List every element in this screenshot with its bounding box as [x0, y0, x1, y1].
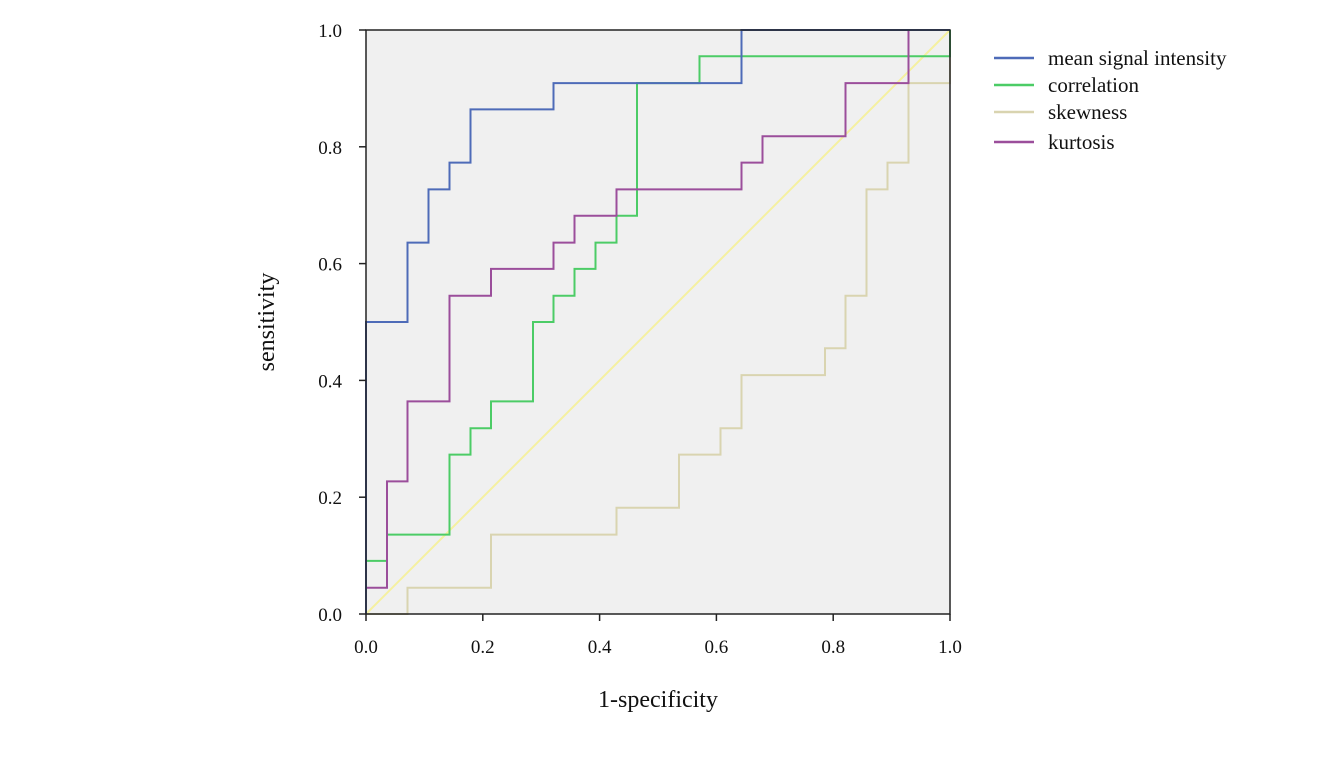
legend: mean signal intensity correlation skewness…	[994, 46, 1227, 154]
x-tick-label: 0.4	[588, 637, 612, 658]
plot-frame	[365, 29, 951, 615]
legend-label: kurtosis	[1048, 130, 1115, 154]
legend-item-mean-signal-intensity: mean signal intensity	[994, 46, 1227, 70]
legend-label: mean signal intensity	[1048, 46, 1227, 70]
x-axis-title: 1-specificity	[598, 687, 718, 713]
legend-item-correlation: correlation	[994, 73, 1139, 97]
x-tick-label: 1.0	[938, 637, 962, 658]
series-line-skewness	[366, 30, 951, 615]
y-tick-label: 0.0	[318, 605, 342, 626]
x-tick-label: 0.2	[471, 637, 495, 658]
legend-item-kurtosis: kurtosis	[994, 130, 1115, 154]
y-tick-label: 0.8	[318, 138, 342, 159]
y-tick-label: 0.2	[318, 488, 342, 509]
y-tick-label: 0.6	[318, 255, 342, 276]
y-axis-title: sensitivity	[254, 273, 280, 372]
y-tick-label: 1.0	[318, 21, 342, 42]
series-line-correlation	[365, 30, 951, 614]
series-line-kurtosis	[365, 29, 950, 614]
reference-diagonal-line	[365, 29, 951, 615]
x-tick-label: 0.6	[705, 637, 729, 658]
x-tick-label: 0.8	[821, 637, 845, 658]
legend-item-skewness: skewness	[994, 100, 1127, 124]
series-line-mean-signal-intensity	[365, 29, 950, 614]
legend-label: correlation	[1048, 73, 1139, 97]
y-tick-label: 0.4	[318, 371, 342, 392]
legend-label: skewness	[1048, 100, 1127, 124]
x-tick-label: 0.0	[354, 637, 378, 658]
